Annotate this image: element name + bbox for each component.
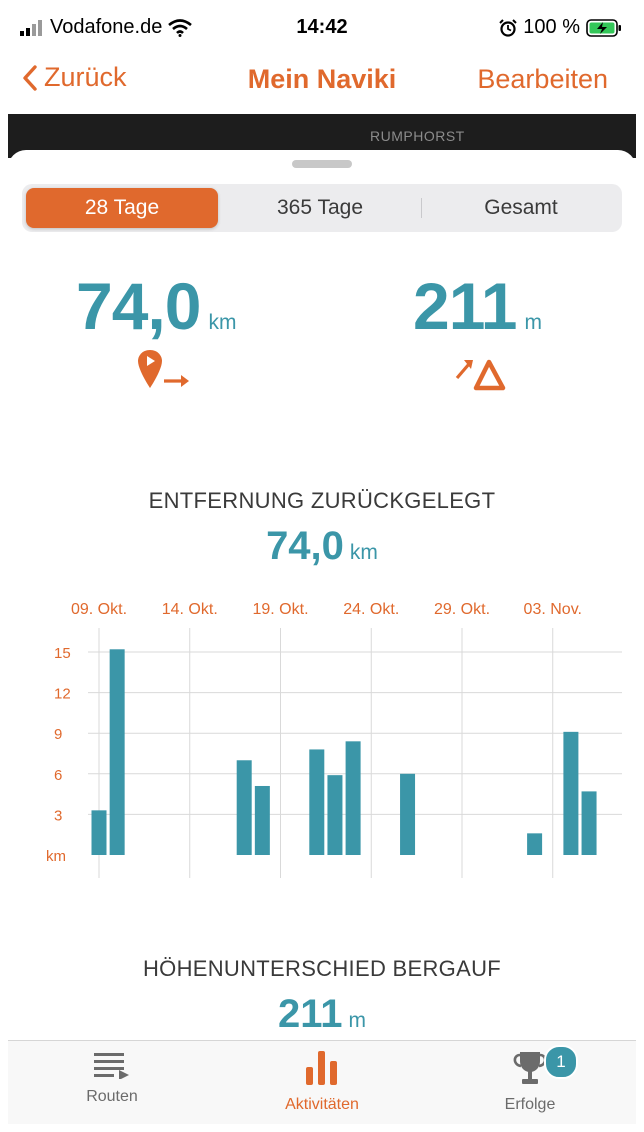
elevation-section-title: HÖHENUNTERSCHIED BERGAUF [142, 956, 501, 981]
summary-distance-value: 74,0 [76, 269, 201, 343]
elevation-section-total: 211 m [8, 992, 636, 1037]
alarm-icon [499, 18, 517, 37]
chart-x-tick-label: 09. Okt. [71, 601, 127, 618]
chart-bar [581, 791, 597, 855]
chart-x-tick-label: 19. Okt. [252, 601, 308, 618]
elevation-gain-icon [455, 359, 506, 391]
segment-total[interactable]: Gesamt [484, 196, 558, 219]
chart-bar [327, 775, 343, 855]
chart-x-tick-label: 03. Nov. [524, 601, 582, 618]
segment-365-days[interactable]: 365 Tage [276, 196, 364, 219]
status-bar: Vodafone.de 14:42 100 % [8, 8, 636, 48]
distance-section-value: 74,0 [266, 524, 344, 568]
carrier-name: Vodafone.de [50, 16, 163, 38]
tab-bar: Routen Aktivitäten Erfolge 1 [8, 1040, 636, 1124]
chart-bar [254, 785, 270, 855]
back-button-label: Zurück [44, 62, 127, 92]
tab-activities-label: Aktivitäten [285, 1096, 359, 1113]
elevation-section-value: 211 [277, 992, 343, 1036]
navigation-bar: Zurück Mein Naviki Bearbeiten [8, 48, 636, 114]
period-segmented-control: 28 Tage 365 Tage Gesamt [22, 184, 622, 232]
summary-elevation: 211 m [413, 268, 542, 344]
battery-charging-icon [586, 18, 621, 37]
routes-list-icon [94, 1053, 129, 1080]
distance-section-unit: km [349, 541, 378, 564]
chart-y-tick-label: 9 [54, 726, 62, 743]
sheet-drag-handle[interactable] [292, 160, 352, 168]
edit-button[interactable]: Bearbeiten [477, 64, 608, 94]
chart-bar [345, 741, 361, 855]
distance-bar-chart: 15 12 9 6 3 km 09. Okt. 14. Okt. 19. Okt. 24. Okt… [46, 601, 622, 878]
trophy-icon [513, 1052, 547, 1084]
distance-section-title: ENTFERNUNG ZURÜCKGELEGT [148, 488, 496, 513]
activities-chart-icon [306, 1051, 337, 1085]
chart-y-tick-label: 12 [54, 686, 71, 703]
cellular-signal-icon [20, 19, 42, 36]
segment-divider [421, 198, 422, 218]
tab-routes-label: Routen [86, 1088, 138, 1105]
chart-x-tick-label: 24. Okt. [343, 601, 399, 618]
chart-x-tick-label: 29. Okt. [434, 601, 490, 618]
chart-bar [91, 810, 107, 855]
chart-bar [563, 731, 579, 855]
summary-elevation-value: 211 [413, 269, 517, 343]
wifi-icon [168, 18, 193, 37]
chart-bar [400, 773, 416, 855]
battery-percent: 100 % [523, 16, 580, 38]
chart-bar [309, 749, 325, 855]
chart-y-unit-label: km [46, 848, 66, 865]
chart-bar [109, 649, 125, 855]
chart-y-tick-label: 3 [54, 807, 62, 824]
distance-section-total: 74,0 km [8, 524, 636, 569]
statistics-sheet: 28 Tage 365 Tage Gesamt 74,0 km 211 m ENTF… [8, 150, 636, 1050]
tab-routes[interactable]: Routen [32, 1049, 192, 1106]
tab-activities[interactable]: Aktivitäten [242, 1049, 402, 1114]
chart-bar [236, 760, 252, 855]
app-screen: Vodafone.de 14:42 100 % [8, 8, 636, 1124]
chart-y-tick-label: 15 [54, 645, 71, 662]
summary-distance-unit: km [208, 311, 237, 334]
chevron-left-icon [23, 64, 37, 91]
elevation-section-unit: m [348, 1009, 367, 1032]
map-place-label: RUMPHORST [370, 128, 465, 144]
chart-y-tick-label: 6 [54, 767, 62, 784]
achievements-badge: 1 [544, 1045, 578, 1079]
summary-distance: 74,0 km [76, 268, 236, 344]
segment-28-days[interactable]: 28 Tage [26, 188, 218, 228]
tab-achievements[interactable]: Erfolge 1 [450, 1045, 610, 1114]
tab-achievements-label: Erfolge [504, 1096, 556, 1113]
summary-elevation-unit: m [524, 311, 542, 334]
back-button[interactable]: Zurück [22, 62, 127, 93]
chart-x-tick-label: 14. Okt. [162, 601, 218, 618]
chart-bar [527, 833, 543, 855]
route-distance-icon [138, 350, 189, 388]
status-time: 14:42 [296, 16, 348, 38]
